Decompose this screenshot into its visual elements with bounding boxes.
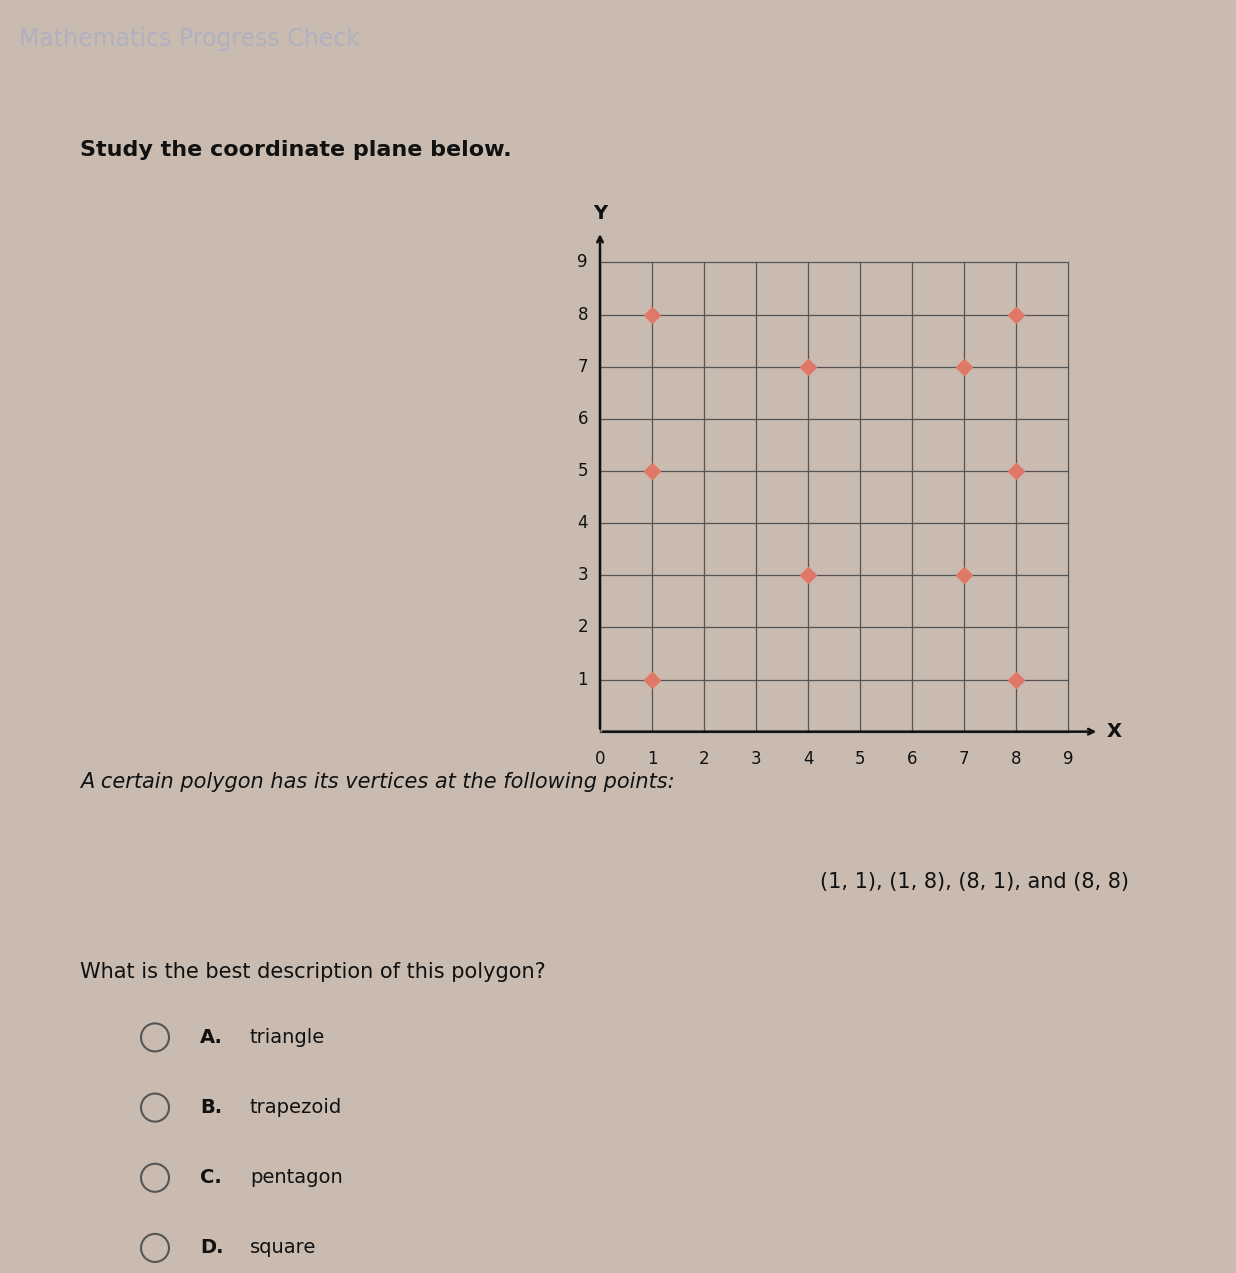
Text: X: X xyxy=(1107,722,1122,741)
Text: 3: 3 xyxy=(750,750,761,768)
Text: (1, 1), (1, 8), (8, 1), and (8, 8): (1, 1), (1, 8), (8, 1), and (8, 8) xyxy=(819,872,1128,892)
Text: 9: 9 xyxy=(577,253,588,271)
Text: 5: 5 xyxy=(855,750,865,768)
Text: triangle: triangle xyxy=(250,1027,325,1046)
Text: 3: 3 xyxy=(577,566,588,584)
Text: A certain polygon has its vertices at the following points:: A certain polygon has its vertices at th… xyxy=(80,771,675,792)
Text: 8: 8 xyxy=(1011,750,1021,768)
Text: 5: 5 xyxy=(577,462,588,480)
Text: C.: C. xyxy=(200,1169,221,1188)
Text: 4: 4 xyxy=(802,750,813,768)
Text: 2: 2 xyxy=(577,619,588,636)
Text: D.: D. xyxy=(200,1239,224,1258)
Text: What is the best description of this polygon?: What is the best description of this pol… xyxy=(80,962,546,983)
Text: Y: Y xyxy=(593,205,607,223)
Text: 2: 2 xyxy=(698,750,709,768)
Text: trapezoid: trapezoid xyxy=(250,1099,342,1118)
Text: 8: 8 xyxy=(577,306,588,323)
Text: 0: 0 xyxy=(595,750,606,768)
Text: 4: 4 xyxy=(577,514,588,532)
Text: A.: A. xyxy=(200,1027,222,1046)
Text: 1: 1 xyxy=(646,750,658,768)
Text: Study the coordinate plane below.: Study the coordinate plane below. xyxy=(80,140,512,160)
Text: 7: 7 xyxy=(577,358,588,376)
Text: Mathematics Progress Check: Mathematics Progress Check xyxy=(19,27,360,51)
Text: 6: 6 xyxy=(577,410,588,428)
Text: 7: 7 xyxy=(959,750,969,768)
Text: 9: 9 xyxy=(1063,750,1073,768)
Text: B.: B. xyxy=(200,1099,222,1118)
Text: square: square xyxy=(250,1239,316,1258)
Text: pentagon: pentagon xyxy=(250,1169,342,1188)
Text: 6: 6 xyxy=(907,750,917,768)
Text: 1: 1 xyxy=(577,671,588,689)
